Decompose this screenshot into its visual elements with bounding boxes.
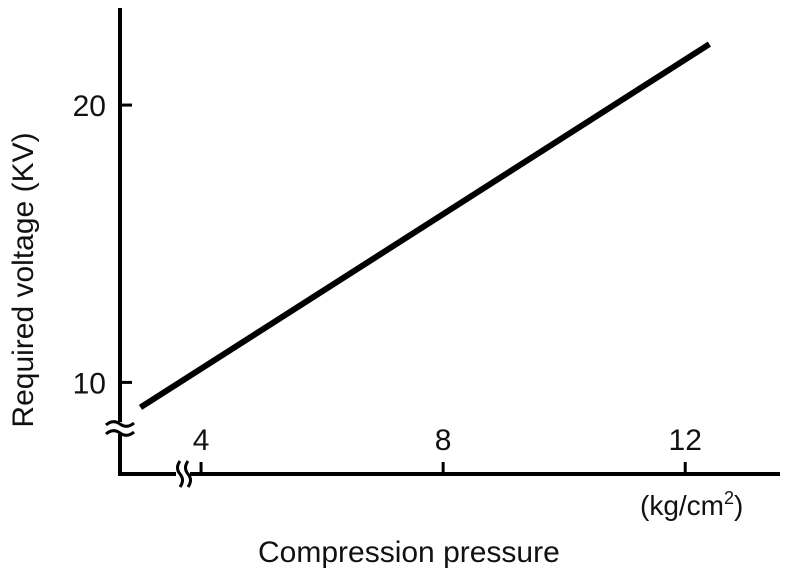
x-tick-label: 12 [669,424,702,457]
y-axis-title: Required voltage (KV) [7,132,40,427]
series-line-0 [138,41,712,410]
y-tick-label: 10 [73,367,106,400]
x-axis-unit-close: ) [734,490,743,521]
ticks: 4 8 12 10 20 [73,90,702,474]
x-axis-unit-base: (kg/cm [640,490,724,521]
x-axis-title: Compression pressure [258,536,560,569]
x-axis-break [176,460,192,488]
y-axis-break [105,420,135,437]
x-axis-unit: (kg/cm2) [640,488,743,521]
x-axis-unit-superscript: 2 [724,488,734,508]
series-layer [138,41,712,410]
y-tick-label: 20 [73,90,106,123]
x-tick-label: 8 [435,424,452,457]
x-tick-label: 4 [193,424,210,457]
